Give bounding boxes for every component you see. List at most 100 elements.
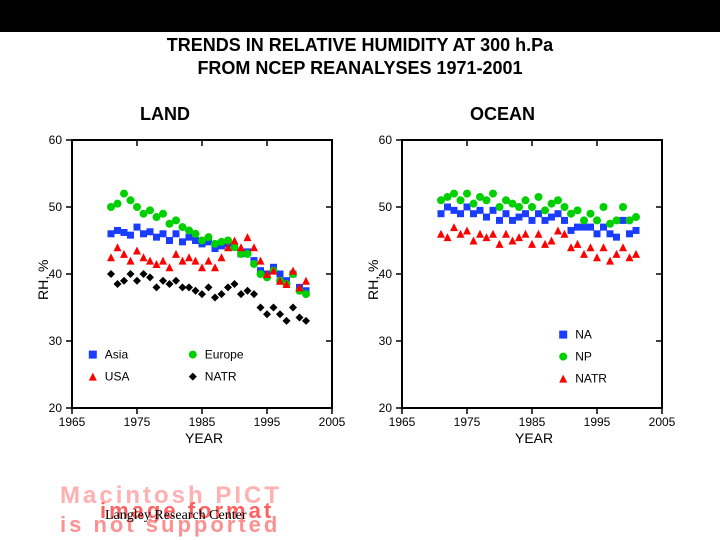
- chart-ocean: 196519751985199520052030405060NANPNATR: [402, 140, 682, 420]
- data-point-na: [626, 230, 633, 237]
- legend-label-europe: Europe: [205, 348, 244, 362]
- data-point-asia: [114, 227, 121, 234]
- data-point-usa: [114, 243, 122, 251]
- data-point-na: [600, 224, 607, 231]
- data-point-natr: [276, 310, 284, 318]
- data-point-usa: [153, 260, 161, 268]
- data-point-na: [529, 217, 536, 224]
- data-point-np: [561, 203, 569, 211]
- legend-label-asia: Asia: [105, 348, 129, 362]
- data-point-natr: [289, 304, 297, 312]
- data-point-np: [496, 203, 504, 211]
- data-point-usa: [192, 257, 200, 265]
- data-point-natr: [567, 243, 575, 251]
- data-point-natr: [496, 240, 504, 248]
- data-point-na: [457, 210, 464, 217]
- data-point-asia: [186, 234, 193, 241]
- data-point-usa: [218, 253, 226, 261]
- xtick-label: 1975: [124, 415, 151, 429]
- data-point-usa: [205, 257, 213, 265]
- page: { "title": { "line1": "TRENDS IN RELATIV…: [0, 0, 720, 540]
- legend-marker-np: [559, 353, 567, 361]
- xtick-label: 1985: [519, 415, 546, 429]
- xtick-label: 1995: [584, 415, 611, 429]
- footer-caption: Langley Research Center: [105, 508, 247, 524]
- data-point-natr: [450, 223, 458, 231]
- data-point-natr: [574, 240, 582, 248]
- ytick-label: 50: [379, 200, 393, 214]
- data-point-natr: [224, 283, 232, 291]
- data-point-na: [503, 210, 510, 217]
- data-point-na: [444, 204, 451, 211]
- data-point-usa: [257, 257, 265, 265]
- data-point-na: [451, 207, 458, 214]
- ytick-label: 60: [49, 133, 63, 147]
- data-point-europe: [192, 230, 200, 238]
- xtick-label: 1985: [189, 415, 216, 429]
- data-point-natr: [127, 270, 135, 278]
- data-point-na: [555, 210, 562, 217]
- data-point-na: [548, 214, 555, 221]
- data-point-natr: [140, 270, 148, 278]
- data-point-np: [613, 216, 621, 224]
- data-point-asia: [127, 232, 134, 239]
- main-title: TRENDS IN RELATIVE HUMIDITY AT 300 h.Pa …: [0, 34, 720, 79]
- data-point-na: [438, 210, 445, 217]
- data-point-natr: [192, 287, 200, 295]
- data-point-usa: [133, 247, 141, 255]
- title-line-2: FROM NCEP REANALYSES 1971-2001: [0, 57, 720, 80]
- ytick-label: 30: [49, 334, 63, 348]
- ytick-label: 50: [49, 200, 63, 214]
- data-point-np: [632, 213, 640, 221]
- ytick-label: 60: [379, 133, 393, 147]
- xtick-label: 1965: [59, 415, 86, 429]
- data-point-na: [607, 230, 614, 237]
- data-point-np: [600, 203, 608, 211]
- xtick-label: 2005: [319, 415, 346, 429]
- data-point-natr: [502, 230, 510, 238]
- data-point-europe: [133, 203, 141, 211]
- data-point-natr: [489, 230, 497, 238]
- legend-marker-usa: [89, 373, 97, 381]
- data-point-natr: [535, 230, 543, 238]
- data-point-np: [580, 216, 588, 224]
- data-point-natr: [444, 233, 452, 241]
- data-point-europe: [205, 233, 213, 241]
- data-point-np: [528, 203, 536, 211]
- data-point-natr: [483, 233, 491, 241]
- data-point-natr: [632, 250, 640, 258]
- data-point-usa: [244, 233, 252, 241]
- data-point-asia: [179, 238, 186, 245]
- data-point-asia: [153, 234, 160, 241]
- data-point-natr: [107, 270, 115, 278]
- data-point-natr: [257, 304, 265, 312]
- data-point-europe: [250, 260, 258, 268]
- data-point-natr: [548, 237, 556, 245]
- legend-label-np: NP: [575, 350, 592, 364]
- data-point-natr: [153, 283, 161, 291]
- data-point-np: [619, 203, 627, 211]
- xtick-label: 1975: [454, 415, 481, 429]
- data-point-natr: [587, 243, 595, 251]
- data-point-usa: [250, 243, 258, 251]
- data-point-asia: [108, 230, 115, 237]
- data-point-natr: [302, 317, 310, 325]
- legend-label-usa: USA: [105, 370, 130, 384]
- ytick-label: 40: [379, 267, 393, 281]
- data-point-np: [450, 190, 458, 198]
- data-point-na: [464, 204, 471, 211]
- data-point-na: [620, 217, 627, 224]
- data-point-na: [594, 230, 601, 237]
- data-point-natr: [515, 233, 523, 241]
- data-point-asia: [121, 229, 128, 236]
- data-point-usa: [185, 253, 193, 261]
- data-point-np: [470, 200, 478, 208]
- data-point-europe: [172, 216, 180, 224]
- data-point-natr: [185, 283, 193, 291]
- data-point-natr: [296, 314, 304, 322]
- data-point-natr: [561, 230, 569, 238]
- data-point-na: [509, 217, 516, 224]
- legend-marker-asia: [89, 351, 97, 359]
- title-line-1: TRENDS IN RELATIVE HUMIDITY AT 300 h.Pa: [0, 34, 720, 57]
- legend-marker-europe: [189, 351, 197, 359]
